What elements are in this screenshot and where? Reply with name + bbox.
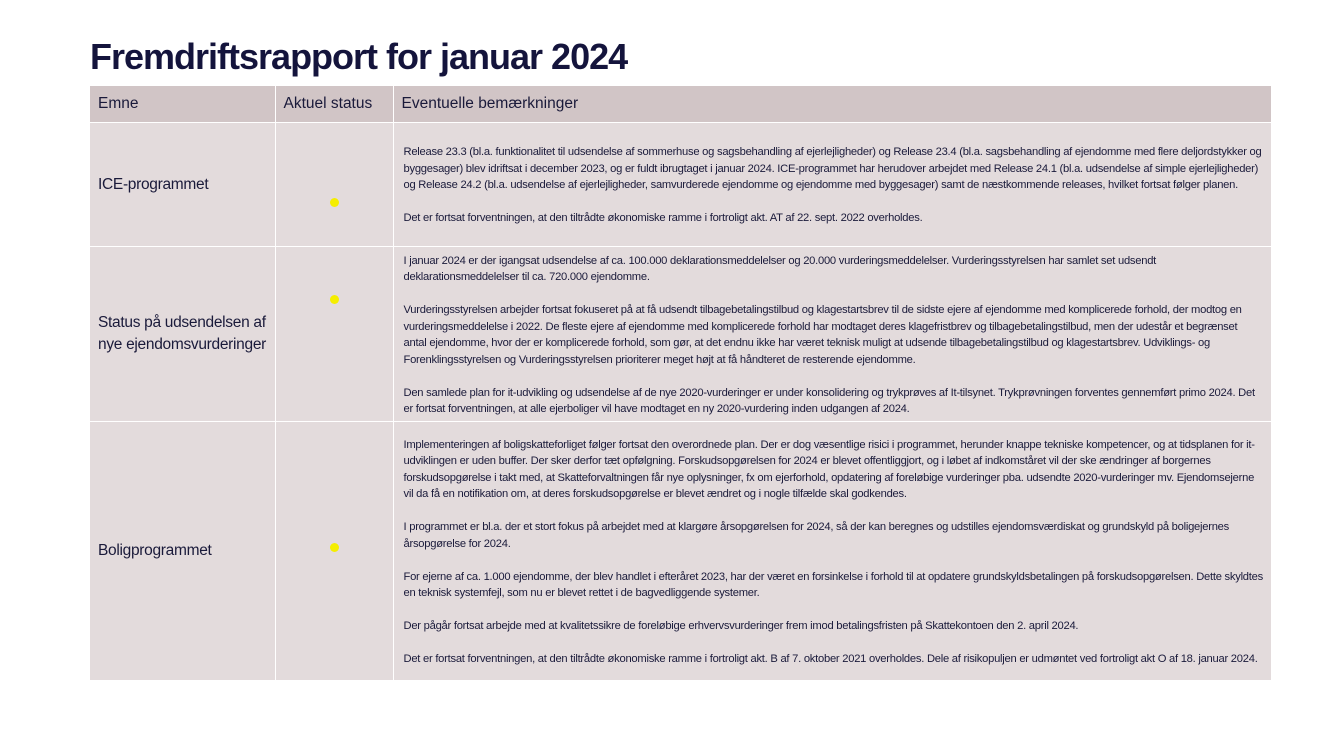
remark-paragraph: I januar 2024 er der igangsat udsendelse… <box>403 254 1157 284</box>
header-remarks: Eventuelle bemærkninger <box>393 86 1271 123</box>
status-indicator-yellow <box>329 197 339 207</box>
remark-paragraph: Det er fortsat forventningen, at den til… <box>403 653 1258 665</box>
row-topic: Boligprogrammet <box>90 421 276 681</box>
table-header-row: Emne Aktuel status Eventuelle bemærkning… <box>90 86 1271 123</box>
row-topic: ICE-programmet <box>90 122 276 247</box>
remark-paragraph: Vurderingsstyrelsen arbejder fortsat fok… <box>403 304 1242 366</box>
row-remarks: Release 23.3 (bl.a. funktionalitet til u… <box>393 122 1271 247</box>
remark-paragraph: Release 23.3 (bl.a. funktionalitet til u… <box>403 146 1262 192</box>
remark-paragraph: Der pågår fortsat arbejde med at kvalite… <box>403 620 1079 632</box>
row-remarks: Implementeringen af boligskatteforliget … <box>393 421 1271 681</box>
row-remarks: I januar 2024 er der igangsat udsendelse… <box>393 246 1271 422</box>
table-row: Status på udsendelsen af nye ejendomsvur… <box>90 246 1271 422</box>
progress-report-table: Emne Aktuel status Eventuelle bemærkning… <box>90 86 1271 681</box>
remark-paragraph: Det er fortsat forventningen, at den til… <box>403 212 923 225</box>
remark-paragraph: Den samlede plan for it-udvikling og uds… <box>403 386 1256 416</box>
status-indicator-yellow <box>329 295 339 304</box>
page-title: Fremdriftsrapport for januar 2024 <box>90 36 628 77</box>
header-topic: Emne <box>90 86 276 123</box>
row-topic: Status på udsendelsen af nye ejendomsvur… <box>90 246 276 422</box>
remark-paragraph: For ejerne af ca. 1.000 ejendomme, der b… <box>403 570 1264 600</box>
row-status <box>275 421 394 681</box>
row-status <box>275 246 394 422</box>
table-row: Boligprogrammet Implementeringen af boli… <box>90 421 1271 681</box>
header-status: Aktuel status <box>275 86 394 123</box>
table-row: ICE-programmet Release 23.3 (bl.a. funkt… <box>90 122 1271 247</box>
status-indicator-yellow <box>329 543 339 552</box>
remark-paragraph: Implementeringen af boligskatteforliget … <box>403 438 1255 501</box>
row-status <box>275 122 394 247</box>
remark-paragraph: I programmet er bl.a. der et stort fokus… <box>403 521 1230 550</box>
